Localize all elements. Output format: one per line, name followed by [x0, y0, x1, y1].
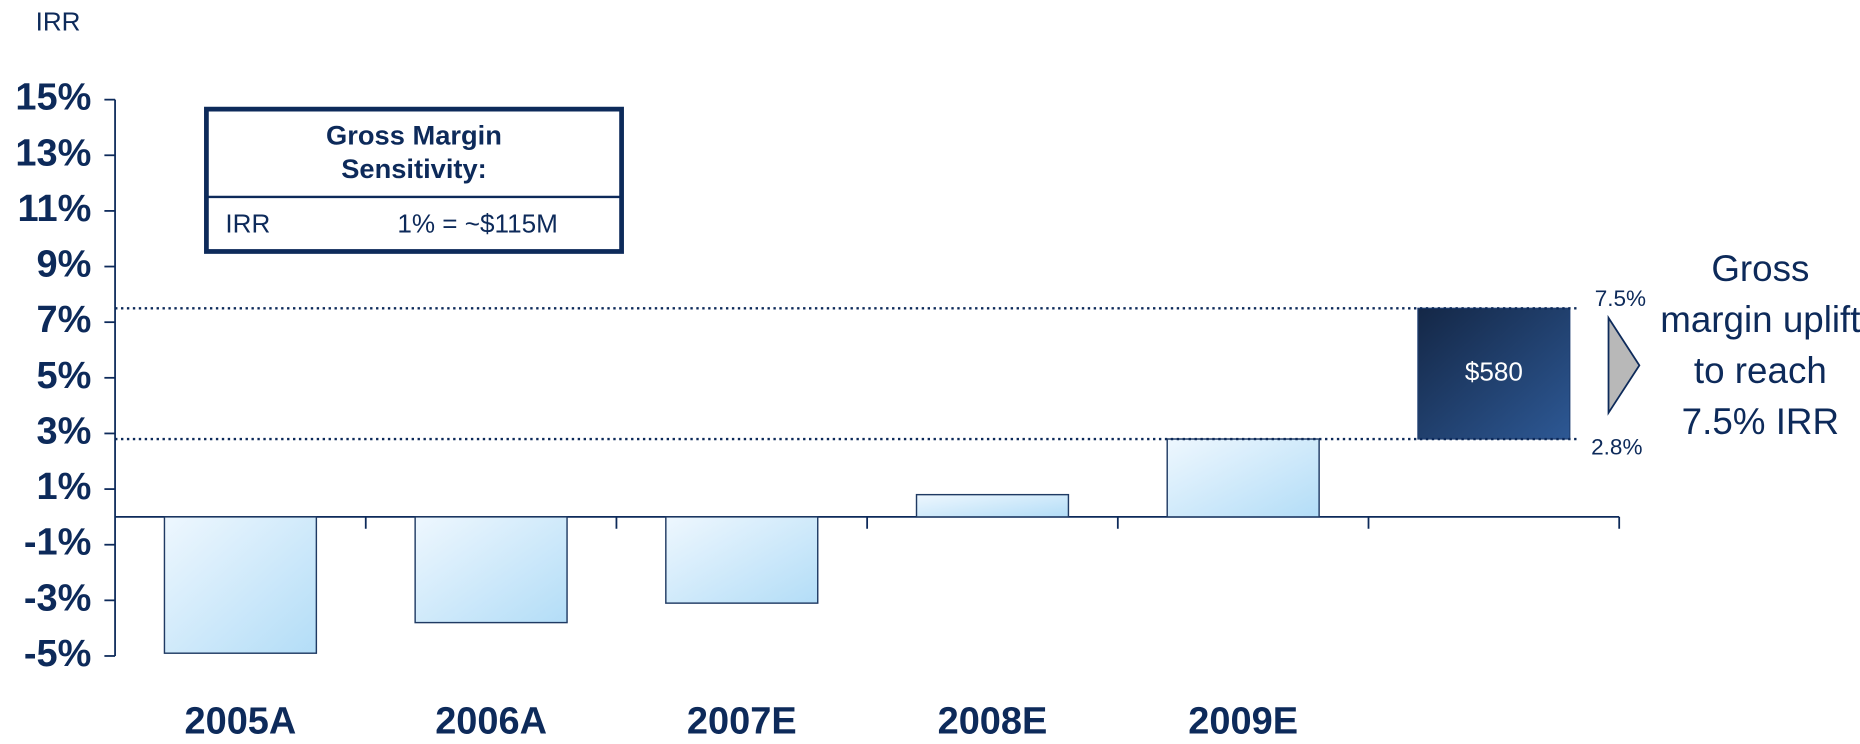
uplift-low-label: 2.8% — [1591, 434, 1642, 459]
y-tick-label: 11% — [17, 188, 91, 230]
sensitivity-row-value: 1% = ~$115M — [397, 208, 557, 238]
uplift-bar — [1417, 307, 1571, 440]
sensitivity-row-label: IRR — [225, 208, 270, 238]
bar — [1166, 438, 1320, 518]
x-tick-label: 2006A — [435, 701, 547, 743]
x-tick-label: 2008E — [938, 701, 1048, 743]
uplift-label: $580 — [1465, 357, 1523, 387]
sensitivity-title: Gross Margin Sensitivity: — [326, 119, 502, 184]
y-tick-label: -5% — [24, 633, 91, 675]
y-tick-label: -1% — [24, 522, 91, 564]
y-tick-label: 5% — [36, 355, 91, 397]
y-tick-label: -3% — [24, 577, 91, 619]
annotation: Gross margin uplift to reach 7.5% IRR — [1660, 247, 1860, 443]
sensitivity-frame — [204, 106, 624, 254]
bar — [163, 516, 318, 654]
y-tick-label: 3% — [36, 410, 91, 452]
x-tick-label: 2007E — [687, 701, 797, 743]
uplift-arrow — [1607, 314, 1641, 416]
uplift-high-label: 7.5% — [1595, 286, 1646, 311]
sensitivity-title-box: Gross Margin Sensitivity: — [326, 119, 502, 184]
sensitivity-box: Gross Margin Sensitivity: IRR 1% = ~$115… — [204, 106, 624, 254]
x-tick-label: 2005A — [185, 701, 297, 743]
x-tick-label: 2009E — [1188, 701, 1298, 743]
bar — [915, 493, 1070, 518]
y-tick-label: 7% — [36, 299, 91, 341]
y-tick-label: 13% — [15, 132, 91, 174]
bar — [414, 516, 568, 624]
bar — [665, 516, 819, 604]
y-axis-label: IRR — [36, 7, 81, 37]
annotation-box: Gross margin uplift to reach 7.5% IRR — [1660, 247, 1860, 443]
y-tick-label: 9% — [36, 244, 91, 286]
y-tick-label: 1% — [36, 466, 91, 508]
y-tick-label: 15% — [15, 77, 91, 119]
